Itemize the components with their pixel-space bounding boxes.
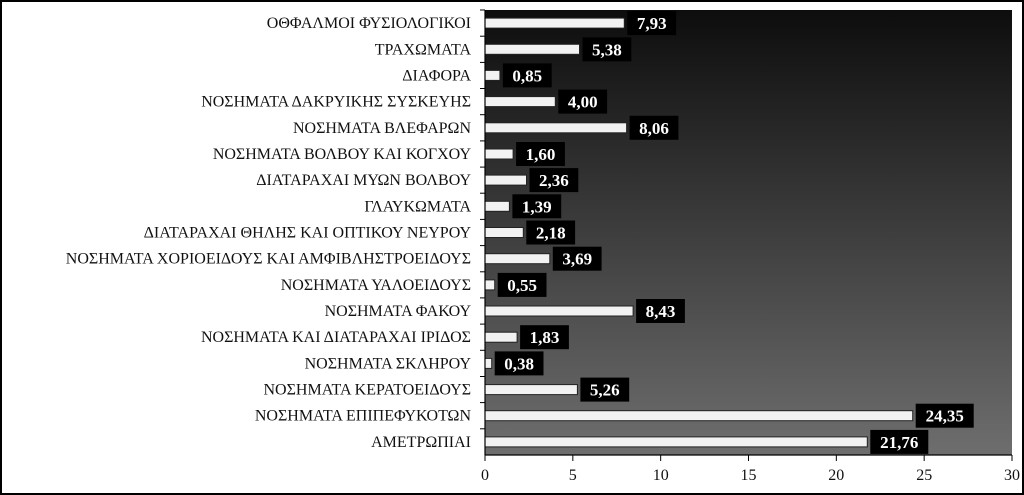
value-label-box bbox=[502, 63, 552, 88]
bar bbox=[484, 253, 551, 265]
value-label-box bbox=[558, 89, 608, 114]
value-label: 2,18 bbox=[536, 224, 566, 243]
category-label: ΔΙΑΦΟΡΑ bbox=[402, 67, 471, 84]
x-tick-label: 20 bbox=[828, 467, 844, 484]
bar bbox=[484, 96, 556, 108]
x-tick-label: 0 bbox=[481, 467, 489, 484]
category-label: ΝΟΣΗΜΑΤΑ ΚΕΡΑΤΟΕΙΔΟΥΣ bbox=[264, 382, 472, 399]
category-label: ΝΟΣΗΜΑΤΑ ΦΑΚΟΥ bbox=[325, 303, 472, 320]
value-label: 5,26 bbox=[590, 381, 620, 400]
value-label: 4,00 bbox=[568, 93, 598, 112]
category-label: ΤΡΑΧΩΜΑΤΑ bbox=[375, 41, 472, 58]
bar bbox=[484, 122, 628, 134]
value-label: 7,93 bbox=[637, 14, 667, 33]
value-label: 0,55 bbox=[507, 276, 537, 295]
value-label-box bbox=[582, 37, 632, 62]
value-label: 5,38 bbox=[592, 40, 622, 59]
value-label-box bbox=[520, 325, 569, 350]
x-axis: 0 5 10 15 20 25 30 bbox=[480, 9, 1020, 484]
bar bbox=[484, 279, 496, 291]
value-label-box bbox=[516, 142, 565, 166]
value-label-box bbox=[552, 246, 602, 271]
value-label: 8,43 bbox=[646, 302, 676, 321]
category-label: ΟΘΦΑΛΜΟΙ ΦΥΣΙΟΛΟΓΙΚΟΙ bbox=[267, 15, 471, 32]
value-label: 1,83 bbox=[530, 328, 560, 347]
value-label: 24,35 bbox=[926, 407, 964, 426]
bar bbox=[484, 200, 510, 212]
bar bbox=[484, 410, 914, 422]
bar bbox=[484, 357, 493, 369]
category-label: ΝΟΣΗΜΑΤΑ ΣΚΛΗΡΟΥ bbox=[305, 355, 472, 372]
value-label-box bbox=[580, 377, 630, 402]
value-label-box bbox=[636, 299, 685, 323]
value-label: 2,36 bbox=[539, 171, 569, 190]
category-label: ΝΟΣΗΜΑΤΑ ΥΑΛΟΕΙΔΟΥΣ bbox=[281, 277, 471, 294]
category-label: ΝΟΣΗΜΑΤΑ ΧΟΡΙΟΕΙΔΟΥΣ ΚΑΙ ΑΜΦΙΒΛΗΣΤΡΟΕΙΔΟ… bbox=[66, 251, 471, 268]
bar bbox=[484, 69, 501, 81]
bar bbox=[484, 384, 578, 396]
category-labels: ΟΘΦΑΛΜΟΙ ΦΥΣΙΟΛΟΓΙΚΟΙ ΤΡΑΧΩΜΑΤΑ ΔΙΑΦΟΡΑ ΝΟΣ… bbox=[66, 15, 472, 451]
category-label: ΝΟΣΗΜΑΤΑ ΔΑΚΡΥΙΚΗΣ ΣΥΣΚΕΥΗΣ bbox=[201, 94, 471, 111]
bar bbox=[484, 305, 634, 317]
value-label: 1,60 bbox=[526, 145, 556, 164]
x-tick-label: 15 bbox=[741, 467, 757, 484]
value-label-box bbox=[497, 272, 547, 297]
value-labels: 7,93 5,38 0,85 4,00 8,06 1,60 2,36 1,39 2,18 3,69… bbox=[494, 11, 974, 454]
bar bbox=[484, 331, 518, 343]
value-label-box bbox=[870, 429, 929, 454]
value-label: 0,85 bbox=[512, 66, 542, 85]
value-label: 8,06 bbox=[639, 119, 669, 138]
bar bbox=[484, 43, 580, 55]
value-label-box bbox=[494, 351, 544, 376]
category-label: ΔΙΑΤΑΡΑΧΑΙ ΘΗΛΗΣ ΚΑΙ ΟΠΤΙΚΟΥ ΝΕΥΡΟΥ bbox=[144, 225, 472, 242]
category-label: ΑΜΕΤΡΩΠΙΑΙ bbox=[371, 434, 471, 451]
category-label: ΝΟΣΗΜΑΤΑ ΕΠΙΠΕΦΥΚΟΤΩΝ bbox=[255, 408, 472, 425]
category-label: ΝΟΣΗΜΑΤΑ ΚΑΙ ΔΙΑΤΑΡΑΧΑΙ ΙΡΙΔΟΣ bbox=[201, 329, 471, 346]
value-label-box bbox=[526, 220, 576, 245]
category-label: ΝΟΣΗΜΑΤΑ ΒΛΕΦΑΡΩΝ bbox=[293, 120, 471, 137]
value-label-box bbox=[915, 403, 974, 428]
x-tick-label: 5 bbox=[569, 467, 577, 484]
value-label: 3,69 bbox=[562, 250, 592, 269]
value-label-box bbox=[512, 194, 562, 219]
category-label: ΓΛΑΥΚΩΜΑΤΑ bbox=[364, 198, 471, 215]
bar bbox=[484, 17, 625, 29]
bar bbox=[484, 174, 527, 186]
value-label-box bbox=[627, 11, 677, 36]
value-label-box bbox=[529, 168, 579, 193]
category-label: ΝΟΣΗΜΑΤΑ ΒΟΛΒΟΥ ΚΑΙ ΚΟΓΧΟΥ bbox=[213, 146, 472, 163]
value-label: 1,39 bbox=[522, 197, 552, 216]
value-label-box bbox=[629, 115, 679, 140]
bar bbox=[484, 436, 868, 448]
category-label: ΔΙΑΤΑΡΑΧΑΙ ΜΥΩΝ ΒΟΛΒΟΥ bbox=[256, 172, 471, 189]
value-label: 21,76 bbox=[880, 433, 918, 452]
x-tick-label: 30 bbox=[1004, 467, 1020, 484]
bar bbox=[484, 227, 524, 238]
bar bbox=[484, 148, 514, 160]
x-tick-label: 10 bbox=[653, 467, 669, 484]
value-label: 0,38 bbox=[504, 354, 534, 373]
x-tick-label: 25 bbox=[916, 467, 932, 484]
